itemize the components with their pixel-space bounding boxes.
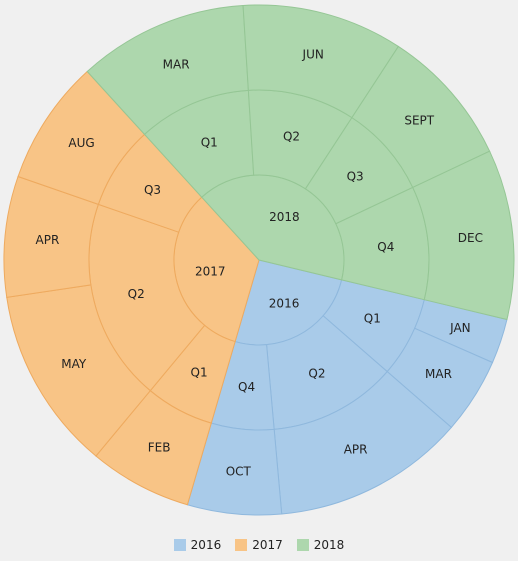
label-2016-q2: Q2: [308, 367, 325, 381]
label-2018-q2: Q2: [283, 130, 300, 144]
legend-swatch: [173, 539, 186, 551]
label-2017-q2: Q2: [128, 287, 145, 301]
legend-item-2016[interactable]: 2016: [173, 538, 222, 552]
label-2016-q4: Q4: [238, 380, 255, 394]
label-2016-q1-mar: MAR: [425, 367, 452, 381]
legend-label: 2016: [190, 538, 222, 552]
label-2017-q3: Q3: [144, 183, 161, 197]
label-2017: 2017: [195, 264, 226, 278]
label-2018-q4: Q4: [377, 240, 394, 254]
label-2018-q4-dec: DEC: [458, 231, 483, 245]
label-2018-q3: Q3: [347, 169, 364, 183]
label-2017-q2-apr: APR: [36, 233, 60, 247]
label-2016: 2016: [269, 296, 300, 310]
label-2018-q2-jun: JUN: [302, 48, 324, 62]
label-2018: 2018: [269, 210, 300, 224]
label-2016-q2-apr: APR: [344, 442, 368, 456]
label-2017-q2-may: MAY: [61, 357, 87, 371]
label-2018-q1: Q1: [201, 136, 218, 150]
segment-2018-q4-dec[interactable]: [412, 150, 515, 321]
label-2016-q4-oct: OCT: [226, 464, 252, 478]
legend-item-2018[interactable]: 2018: [296, 538, 345, 552]
sunburst-chart: 2016 Q1 JAN MAR Q2 APR Q4 OCT 2017 Q1 FEB Q2 MAY APR Q…: [3, 4, 515, 516]
legend-label: 2018: [313, 538, 345, 552]
legend-label: 2017: [252, 538, 283, 552]
legend-swatch: [235, 539, 248, 551]
legend-item-2017[interactable]: 2017: [235, 538, 283, 552]
label-2018-q3-sept: SEPT: [404, 113, 434, 127]
legend-swatch: [296, 539, 309, 551]
label-2017-q1-feb: FEB: [148, 441, 171, 455]
label-2016-q1: Q1: [364, 311, 381, 325]
legend: 2016 2017 2018: [0, 538, 518, 552]
label-2018-q1-mar: MAR: [163, 57, 190, 71]
label-2017-q1: Q1: [191, 366, 208, 380]
label-2017-q3-aug: AUG: [68, 136, 94, 150]
label-2016-q1-jan: JAN: [449, 321, 471, 335]
